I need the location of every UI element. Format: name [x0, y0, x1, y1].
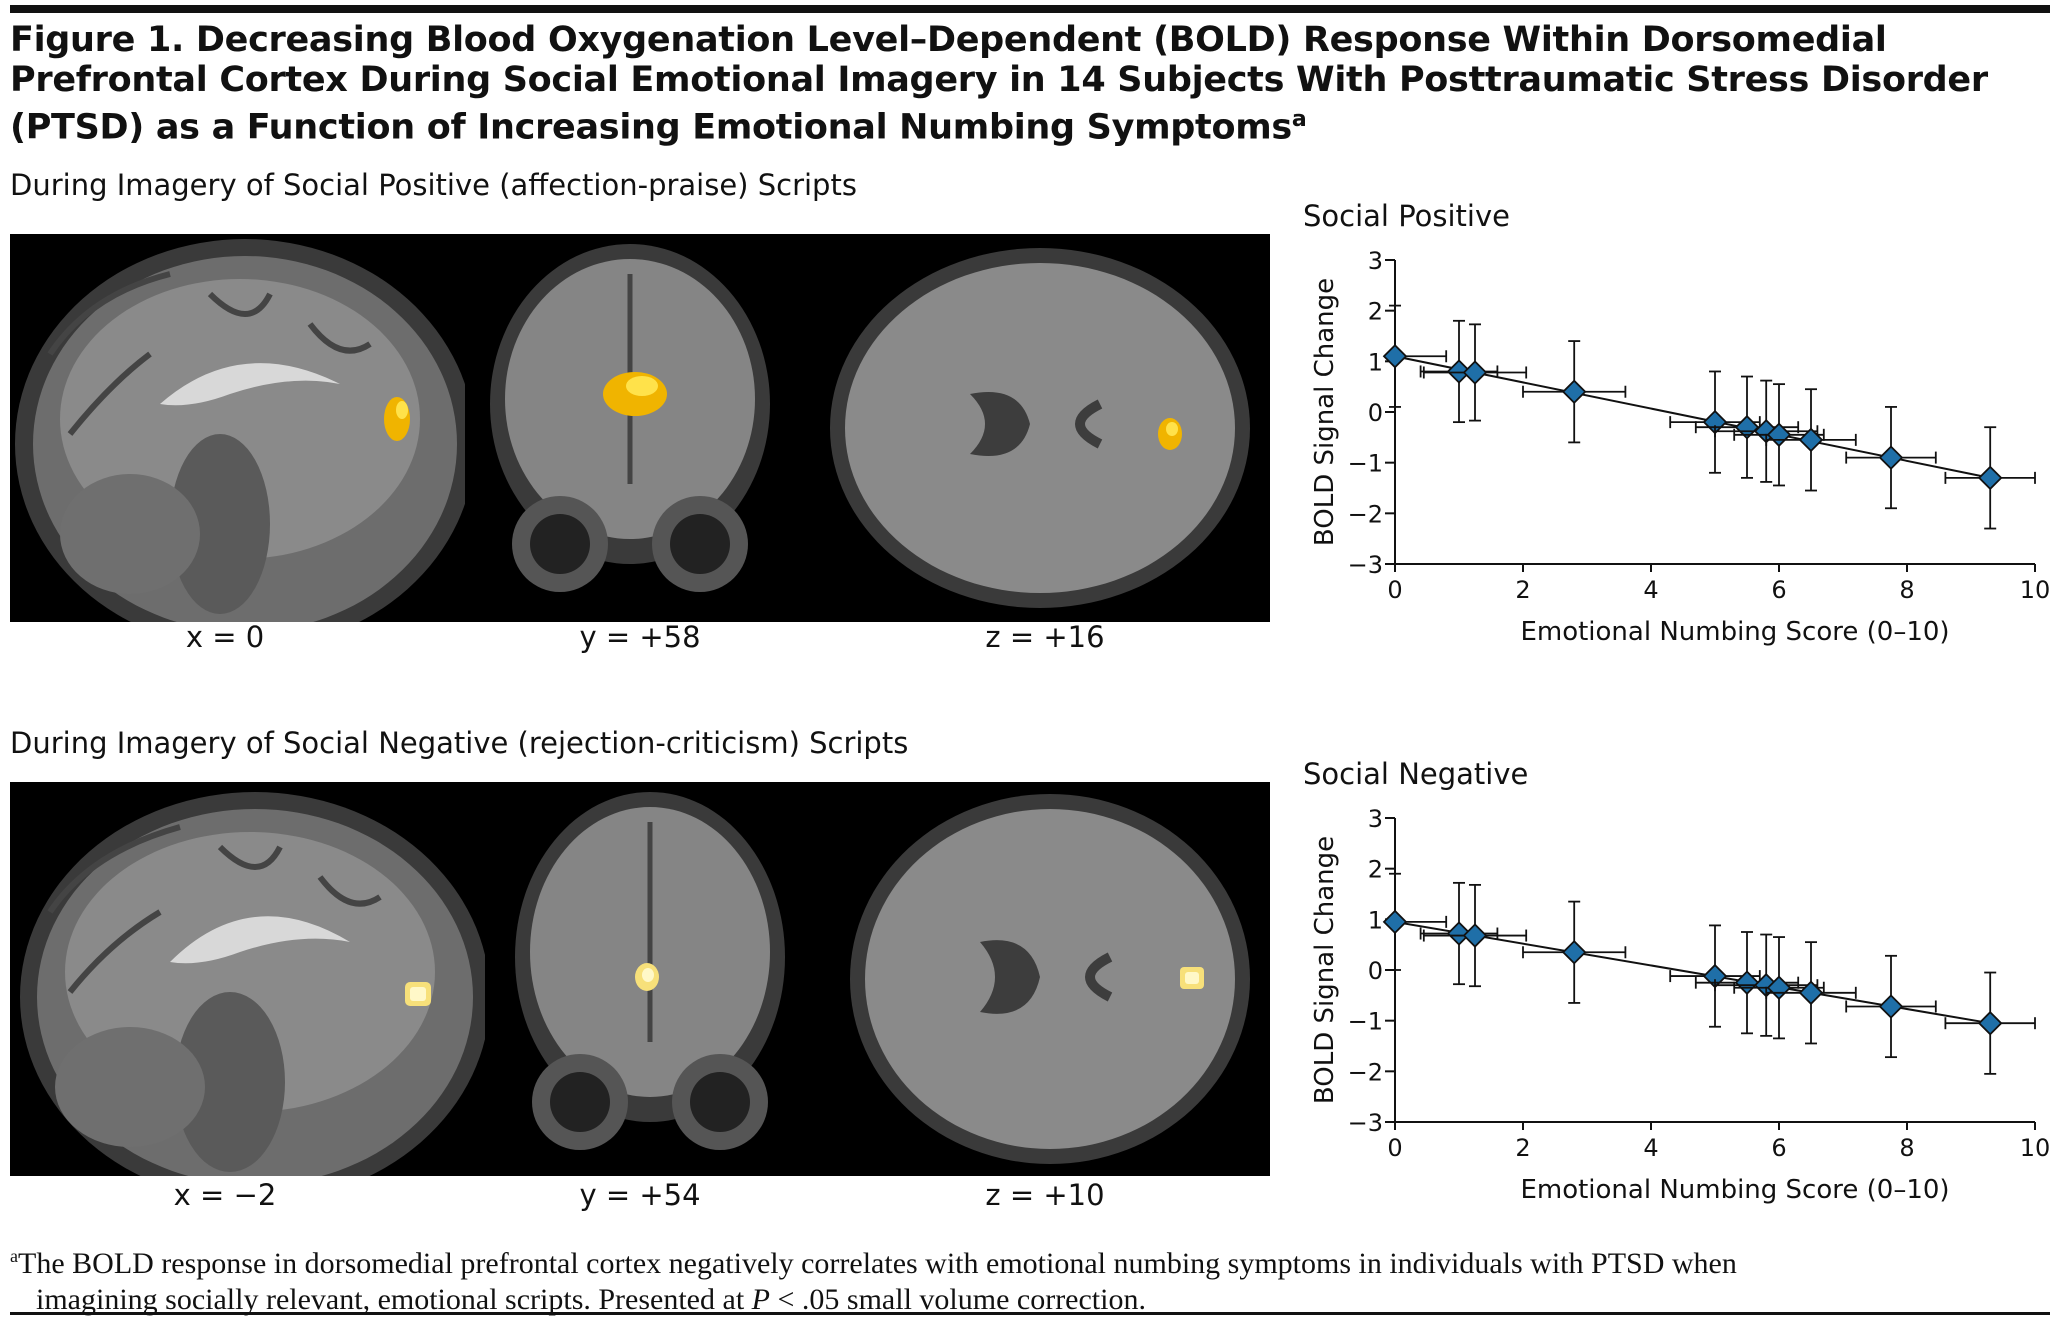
y-tick-label: 1: [1368, 906, 1383, 934]
x-tick-label: 0: [1387, 576, 1402, 604]
data-point: [1845, 406, 1937, 510]
data-point: [1765, 941, 1857, 1045]
x-axis-label: Emotional Numbing Score (0–10): [1520, 1175, 1949, 1205]
data-point: [1944, 426, 2036, 530]
x-tick-label: 8: [1899, 576, 1914, 604]
data-point: [1422, 883, 1528, 988]
y-tick-label: 2: [1368, 298, 1383, 326]
y-tick-label: −3: [1348, 551, 1383, 579]
y-tick-label: −1: [1348, 1008, 1383, 1036]
coord-label-coronal: y = +54: [579, 1178, 701, 1212]
y-tick-label: 2: [1368, 856, 1383, 884]
x-tick-label: 4: [1643, 576, 1658, 604]
coord-label-axial: z = +10: [985, 1178, 1105, 1212]
y-tick-label: −2: [1348, 500, 1383, 528]
coord-label-coronal: y = +58: [579, 620, 701, 654]
x-tick-label: 2: [1515, 576, 1530, 604]
x-tick-label: 0: [1387, 1134, 1402, 1162]
panel-heading-positive: During Imagery of Social Positive (affec…: [10, 168, 857, 202]
diamond-marker: [1446, 921, 1472, 946]
data-point: [1382, 872, 1448, 971]
y-axis-label: BOLD Signal Change: [1310, 836, 1340, 1104]
bottom-rule: [10, 1312, 2050, 1315]
footnote-marker: a: [10, 1246, 18, 1266]
footnote-line-2: imagining socially relevant, emotional s…: [10, 1282, 2030, 1318]
footnote-text-1: The BOLD response in dorsomedial prefron…: [18, 1247, 1737, 1280]
chart-social-negative: Social Negative 3 2 1 0 −1 −2 −3 0 2 4 6 8 10 Emotiona…: [1295, 754, 2055, 1274]
x-tick-label: 10: [2020, 576, 2051, 604]
top-rule: [10, 5, 2050, 13]
diamond-marker: [1878, 994, 1904, 1019]
figure-title-superscript: a: [1291, 107, 1307, 132]
panel-heading-negative: During Imagery of Social Negative (rejec…: [10, 726, 909, 760]
sagittal-brain-image: [10, 234, 465, 622]
x-tick-label: 8: [1899, 1134, 1914, 1162]
diamond-marker: [1561, 939, 1587, 965]
diamond-marker: [1734, 970, 1760, 995]
coord-label-sagittal: x = 0: [185, 620, 265, 654]
diamond-marker: [1382, 343, 1408, 369]
coord-label-axial: z = +16: [985, 620, 1105, 654]
p-value-symbol: P: [751, 1283, 770, 1316]
diamond-marker: [1977, 1010, 2003, 1036]
chart-social-positive: Social Positive 3 2 1 0 −1 −2 −3 0 2 4 6 8 10 Emotiona…: [1295, 196, 2055, 716]
brain-images-negative: [10, 782, 1270, 1176]
coord-label-sagittal: x = −2: [173, 1178, 277, 1212]
coronal-brain-image: [505, 782, 795, 1176]
y-tick-label: 3: [1368, 805, 1383, 833]
x-axis-label: Emotional Numbing Score (0–10): [1520, 617, 1949, 647]
y-tick-label: −1: [1348, 450, 1383, 478]
y-axis-label: BOLD Signal Change: [1310, 278, 1340, 546]
diamond-marker: [1798, 427, 1824, 453]
data-point: [1422, 323, 1528, 422]
x-tick-label: 10: [2020, 1134, 2051, 1162]
diamond-marker: [1798, 980, 1824, 1006]
chart-title: Social Positive: [1303, 199, 1510, 233]
x-tick-label: 2: [1515, 1134, 1530, 1162]
y-tick-label: 1: [1368, 348, 1383, 376]
footnote-line-1: aThe BOLD response in dorsomedial prefro…: [10, 1246, 1737, 1280]
data-point: [1382, 304, 1448, 408]
diamond-marker: [1462, 923, 1488, 948]
diamond-marker: [1561, 379, 1587, 405]
chart-title: Social Negative: [1303, 757, 1528, 791]
footnote-text-2a: imagining socially relevant, emotional s…: [36, 1283, 752, 1316]
data-point: [1845, 954, 1937, 1059]
y-tick-label: −2: [1348, 1058, 1383, 1086]
y-tick-label: 0: [1368, 957, 1383, 985]
data-point: [1944, 971, 2036, 1075]
data-point: [1522, 340, 1627, 444]
data-point: [1522, 900, 1627, 1004]
footnote-text-2b: < .05 small volume correction.: [769, 1283, 1146, 1316]
x-tick-label: 4: [1643, 1134, 1658, 1162]
diamond-marker: [1977, 465, 2003, 491]
footnote: aThe BOLD response in dorsomedial prefro…: [10, 1238, 2030, 1318]
data-point: [1765, 388, 1857, 492]
data-point: [1714, 379, 1819, 483]
axial-brain-image: [820, 234, 1260, 622]
data-point: [1714, 933, 1819, 1037]
diamond-marker: [1382, 909, 1408, 935]
diamond-marker: [1462, 360, 1488, 385]
y-tick-label: 3: [1368, 247, 1383, 275]
figure-title: Figure 1. Decreasing Blood Oxygenation L…: [10, 20, 2030, 148]
diamond-marker: [1446, 359, 1472, 384]
x-tick-label: 6: [1771, 1134, 1786, 1162]
data-point: [1419, 881, 1499, 986]
y-tick-label: −3: [1348, 1109, 1383, 1137]
diamond-marker: [1734, 414, 1760, 440]
sagittal-brain-image: [10, 782, 485, 1176]
axial-brain-image: [840, 782, 1260, 1176]
figure-title-text: Figure 1. Decreasing Blood Oxygenation L…: [10, 20, 1988, 148]
x-tick-label: 6: [1771, 576, 1786, 604]
y-tick-label: 0: [1368, 399, 1383, 427]
coronal-brain-image: [480, 234, 780, 622]
brain-images-positive: [10, 234, 1270, 622]
diamond-marker: [1878, 445, 1904, 470]
